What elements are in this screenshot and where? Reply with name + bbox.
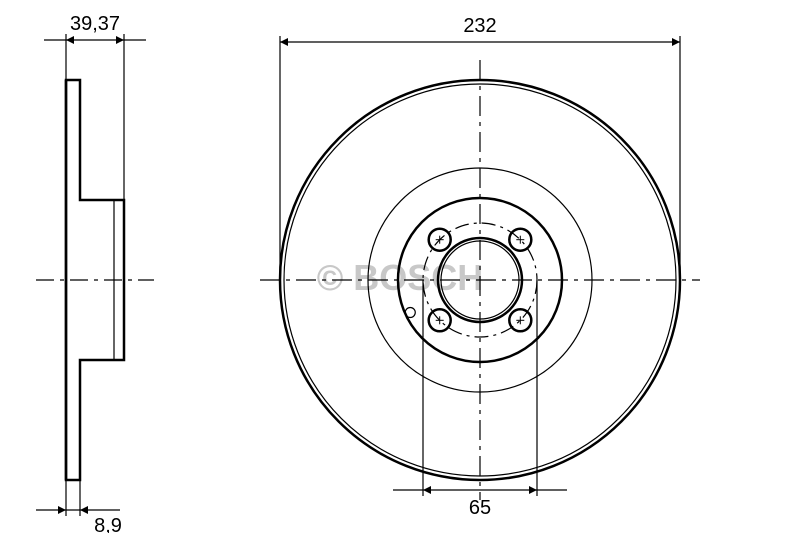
dim-hat-depth: 39,37 — [70, 13, 120, 35]
engineering-drawing: © BOSCH 39,37 8,9 232 65 — [0, 0, 800, 533]
dim-thickness: 8,9 — [94, 515, 122, 533]
side-view — [36, 34, 154, 520]
dim-outer-diameter: 232 — [463, 15, 496, 37]
dim-bolt-circle: 65 — [469, 497, 491, 519]
